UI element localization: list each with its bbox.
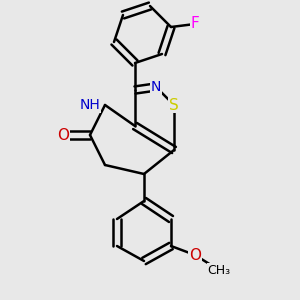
Text: O: O bbox=[189, 248, 201, 262]
Text: O: O bbox=[57, 128, 69, 142]
Text: N: N bbox=[151, 80, 161, 94]
Text: F: F bbox=[190, 16, 200, 32]
Text: CH₃: CH₃ bbox=[207, 263, 231, 277]
Text: NH: NH bbox=[80, 98, 101, 112]
Text: S: S bbox=[169, 98, 179, 112]
